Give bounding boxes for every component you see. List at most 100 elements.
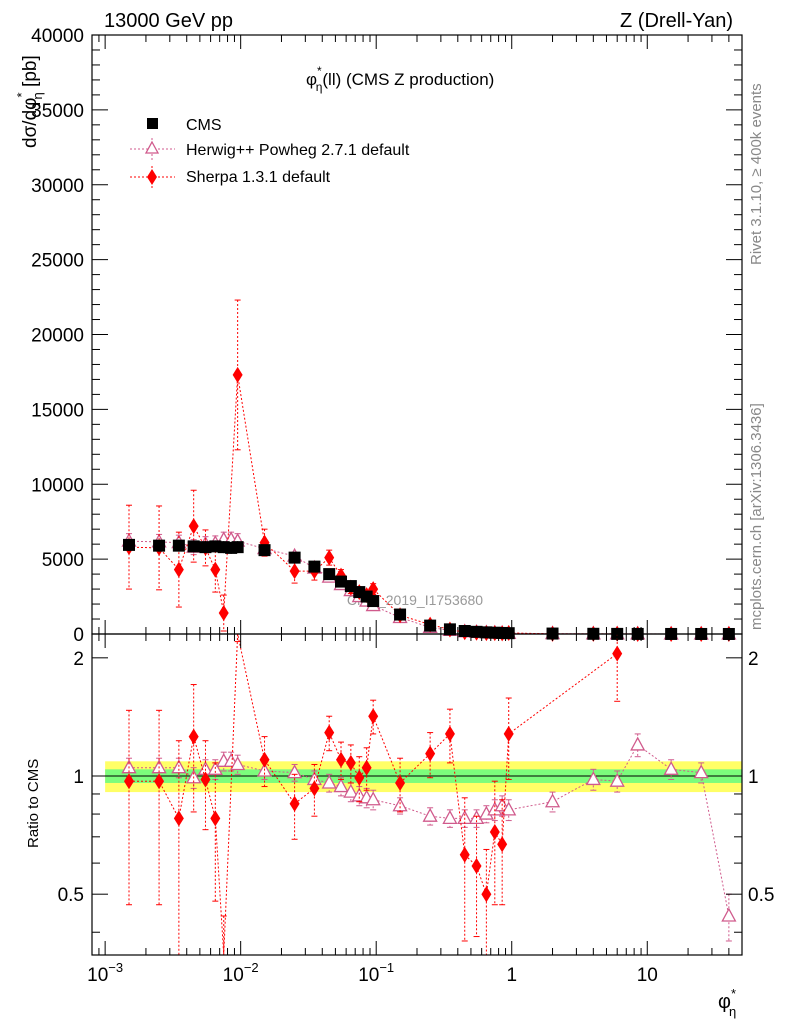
series-line-sherpa — [129, 633, 618, 956]
ylabel-part-4: [pb] — [20, 55, 41, 92]
data-point-sherpa — [309, 780, 320, 797]
legend-label-sherpa: Sherpa 1.3.1 default — [186, 169, 331, 186]
data-point-cms — [199, 541, 212, 554]
ratio-band — [105, 761, 742, 793]
data-point-herwig — [585, 771, 601, 786]
data-point-sherpa — [395, 774, 406, 791]
data-point-sherpa — [345, 754, 356, 771]
data-point-sherpa — [368, 708, 379, 725]
data-point-sherpa — [173, 810, 184, 827]
chart-title-sup: * — [317, 64, 322, 78]
ratio-y-label: Ratio to CMS — [25, 759, 42, 848]
legend-entry-sherpa: Sherpa 1.3.1 default — [130, 166, 331, 188]
data-point-herwig — [630, 736, 646, 751]
data-point-herwig — [321, 774, 337, 789]
y-tick-label: 35000 — [31, 101, 84, 122]
x-tick-exponent: −3 — [108, 960, 123, 975]
data-point-sherpa — [232, 366, 243, 383]
x-tick-base: 10 — [637, 965, 658, 986]
legend-label-cms: CMS — [186, 117, 222, 134]
main-panel: 0 5000 10000 15000 20000 25000 30000 35000 40000… — [14, 26, 743, 646]
data-point-cms — [172, 539, 185, 552]
data-point-cms — [323, 568, 336, 581]
data-point-sherpa — [188, 728, 199, 745]
xlabel-part-1: φ — [718, 991, 731, 1013]
data-point-herwig — [501, 801, 517, 816]
legend-label-herwig: Herwig++ Powheg 2.7.1 default — [186, 142, 410, 159]
data-point-sherpa — [289, 795, 300, 812]
y-tick-label: 10000 — [31, 475, 84, 496]
data-point-herwig — [365, 791, 381, 806]
y-tick-label: 15000 — [31, 400, 84, 421]
data-point-herwig — [287, 764, 303, 779]
data-point-herwig — [442, 810, 458, 825]
series-cms — [123, 538, 735, 640]
data-point-cms — [424, 619, 437, 632]
legend-entry-cms: CMS — [147, 117, 222, 134]
series-sherpa — [124, 299, 734, 642]
chart-title-sub: η — [316, 80, 323, 94]
series-sherpa — [124, 633, 623, 956]
ratio-panel: 0.5 0.51 12 2 10−3 10−2 10−1 1 10 Ratio to CMS … — [25, 633, 774, 1019]
chart-title: φ* η(ll) (CMS Z production) — [306, 64, 494, 94]
ylabel-part-2: * — [14, 92, 29, 97]
y-tick-label: 30000 — [31, 176, 84, 197]
ratio-y-tick-label-right: 0.5 — [748, 885, 774, 906]
data-point-herwig — [721, 907, 737, 922]
header-right-label: Z (Drell-Yan) — [620, 10, 733, 32]
ratio-frame — [91, 633, 743, 956]
data-point-sherpa — [361, 759, 372, 776]
data-point-herwig — [663, 760, 679, 775]
data-point-cms — [458, 625, 471, 638]
legend: CMS Herwig++ Powheg 2.7.1 default Sherpa… — [130, 117, 410, 188]
data-point-sherpa — [489, 824, 500, 841]
data-point-sherpa — [324, 724, 335, 741]
ratio-y-tick-label: 1 — [73, 767, 84, 788]
data-point-sherpa — [497, 836, 508, 853]
data-point-herwig — [544, 793, 561, 808]
data-point-herwig — [392, 797, 408, 812]
data-point-cms — [308, 560, 321, 573]
data-point-herwig — [333, 778, 349, 793]
y-tick-label: 5000 — [42, 550, 84, 571]
data-point-sherpa — [503, 725, 514, 742]
data-point-cms — [502, 627, 515, 640]
data-point-cms — [335, 575, 348, 588]
data-point-sherpa — [444, 725, 455, 742]
legend-entry-herwig: Herwig++ Powheg 2.7.1 default — [130, 138, 410, 160]
legend-marker-herwig — [144, 140, 160, 154]
data-point-cms — [394, 608, 407, 621]
x-tick-label: 10−1 — [358, 960, 394, 986]
data-point-sherpa — [612, 645, 623, 662]
x-tick-base: 1 — [506, 965, 517, 986]
data-point-sherpa — [173, 561, 184, 578]
x-axis-label: φ* η — [718, 986, 736, 1019]
data-point-sherpa — [425, 745, 436, 762]
legend-marker-cms — [147, 118, 158, 129]
data-point-cms — [187, 540, 200, 553]
data-point-herwig — [230, 756, 246, 771]
data-point-cms — [231, 541, 244, 554]
main-y-label: dσ/dφ*η [pb] — [14, 55, 45, 148]
ratio-x-axis: 10−3 10−2 10−1 1 10 — [87, 634, 743, 986]
x-tick-base: 10 — [358, 965, 379, 986]
data-point-sherpa — [354, 769, 365, 786]
data-point-cms — [258, 544, 271, 557]
x-tick-exponent: −1 — [379, 960, 394, 975]
data-point-cms — [288, 551, 301, 564]
series-line-sherpa — [128, 374, 729, 635]
x-tick-label: 1 — [506, 965, 517, 986]
ratio-y-tick-label: 0.5 — [58, 885, 84, 906]
x-tick-label: 10−2 — [223, 960, 259, 986]
data-point-sherpa — [154, 773, 165, 790]
data-point-sherpa — [259, 751, 270, 768]
xlabel-part-3: η — [729, 1004, 736, 1019]
x-tick-base: 10 — [87, 965, 108, 986]
data-point-cms — [367, 595, 380, 608]
data-point-cms — [443, 623, 456, 636]
data-point-sherpa — [210, 810, 221, 827]
data-point-cms — [153, 539, 166, 552]
data-point-sherpa — [200, 771, 211, 788]
header-left-label: 13000 GeV pp — [104, 10, 233, 32]
